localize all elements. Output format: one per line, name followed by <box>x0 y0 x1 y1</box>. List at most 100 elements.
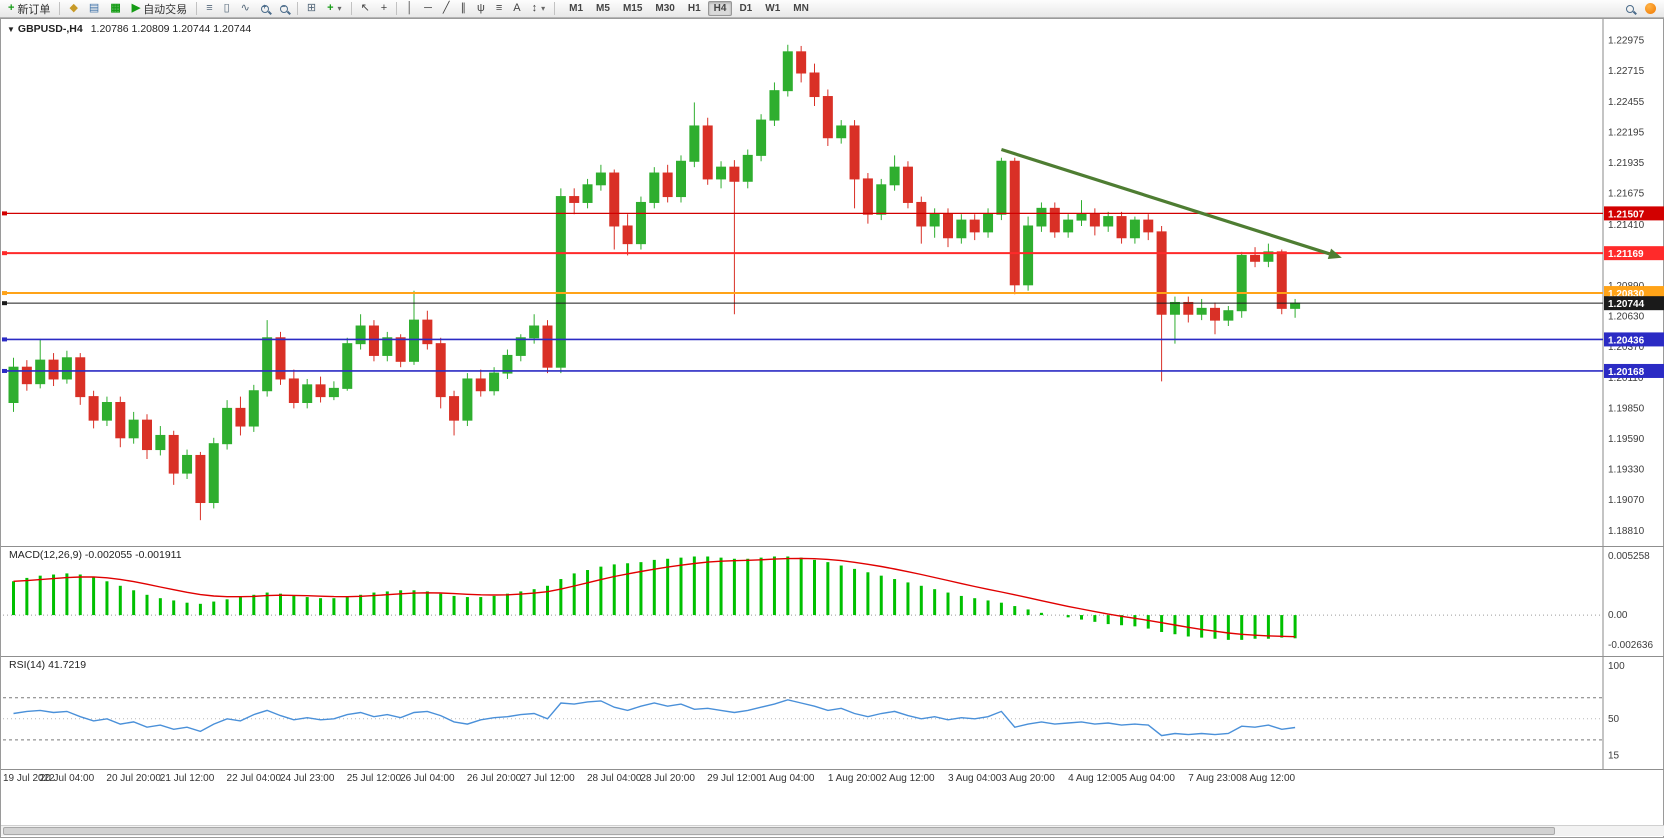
search-icon <box>1626 4 1634 13</box>
macd-panel-canvas[interactable]: 0.005258 0.00 -0.002636 <box>1 546 1664 656</box>
hline-left-marker <box>2 211 7 216</box>
trendline-button[interactable]: ╱ <box>438 1 455 17</box>
zoom-in-icon: + <box>260 4 269 13</box>
candle-body <box>302 384 313 403</box>
channel-button[interactable]: ∥ <box>456 1 472 17</box>
time-axis-label: 1 Aug 04:00 <box>761 773 815 784</box>
candle-body <box>956 219 967 239</box>
channel-icon: ∥ <box>460 2 467 14</box>
candle-body <box>1036 207 1047 227</box>
timeframe-h4[interactable]: H4 <box>707 1 733 16</box>
horizontal-scrollbar[interactable] <box>1 825 1664 836</box>
price-badge-label: 1.20168 <box>1608 367 1645 378</box>
time-axis: 19 Jul 2022 20 Jul 04:00 20 Jul 20:00 21 Ju… <box>1 769 1664 787</box>
fibonacci-button[interactable]: ≡ <box>491 1 507 17</box>
timeframe-m5[interactable]: M5 <box>596 3 610 14</box>
timeframe-m15[interactable]: M15 <box>622 3 643 14</box>
pitchfork-button[interactable]: ψ <box>472 1 490 17</box>
candle-body <box>395 337 406 362</box>
candle-body <box>182 454 193 474</box>
candle-body <box>1290 302 1301 309</box>
new-order-button[interactable]: + 新订单 <box>3 1 55 17</box>
candle-body <box>1049 207 1060 233</box>
timeframe-d1[interactable]: D1 <box>739 3 753 14</box>
bar-chart-button[interactable]: ≡ <box>201 1 217 17</box>
candle-body <box>1196 307 1207 315</box>
candle-body <box>609 172 620 227</box>
candle-body <box>155 434 166 451</box>
time-axis-label: 19 Jul 2022 <box>3 773 55 784</box>
crosshair-button[interactable]: + <box>376 1 392 17</box>
hline-left-marker <box>2 291 7 296</box>
candle-body <box>35 359 46 385</box>
price-axis-label: 1.22715 <box>1608 66 1645 77</box>
timeframe-m30[interactable]: M30 <box>655 3 675 14</box>
navigator-button[interactable]: ▤ <box>84 1 104 17</box>
vertical-line-button[interactable]: │ <box>401 1 418 17</box>
price-axis-label: 1.22195 <box>1608 127 1645 138</box>
time-axis-label: 8 Aug 12:00 <box>1241 773 1296 784</box>
candle-body <box>262 337 273 392</box>
autotrading-button[interactable]: ▶ 自动交易 <box>127 1 192 17</box>
price-axis-label: 1.21935 <box>1608 158 1645 169</box>
terminal-button[interactable]: ▦ <box>105 1 125 17</box>
candle-body <box>409 319 419 362</box>
bar-chart-icon: ≡ <box>206 2 213 14</box>
community-button[interactable] <box>1640 1 1661 17</box>
candlestick-chart-button[interactable]: ▯ <box>219 1 235 17</box>
candle-body <box>662 172 673 198</box>
rsi-panel-canvas[interactable]: 100 50 15 <box>1 656 1664 769</box>
candle-body <box>1063 219 1074 233</box>
candle-body <box>676 160 686 198</box>
time-axis-label: 24 Jul 23:00 <box>279 773 335 784</box>
candle-body <box>969 219 980 233</box>
candle-body <box>75 357 86 398</box>
candle-body <box>475 378 486 392</box>
candle-body <box>943 213 953 239</box>
horizontal-line-button[interactable]: ─ <box>419 1 437 17</box>
rsi-axis-label: 100 <box>1608 661 1625 672</box>
candle-body <box>529 325 540 339</box>
market-watch-icon: ◆ <box>69 2 78 14</box>
chart-window[interactable]: 1.22975 1.22715 1.22455 1.22195 1.21935 1.216… <box>0 18 1664 838</box>
candle-body <box>1076 213 1087 221</box>
cursor-icon: ↖ <box>360 2 370 14</box>
text-tool-icon: A <box>513 2 521 14</box>
zoom-in-button[interactable]: + <box>256 1 274 17</box>
cursor-button[interactable]: ↖ <box>356 1 375 17</box>
zoom-out-button[interactable]: − <box>275 1 293 17</box>
indicators-button[interactable]: + ▾ <box>322 1 346 17</box>
candle-body <box>235 407 246 427</box>
price-badge-label: 1.20830 <box>1608 289 1645 300</box>
timeframe-mn[interactable]: MN <box>793 3 809 14</box>
candle-body <box>782 51 793 92</box>
pitchfork-icon: ψ <box>477 2 485 14</box>
price-badge-label: 1.20436 <box>1608 335 1645 346</box>
dropdown-caret: ▾ <box>337 4 342 13</box>
trend-arrow-line[interactable] <box>1000 147 1330 256</box>
chart-menu-icon[interactable]: ▼ <box>7 25 15 34</box>
price-chart-canvas[interactable]: 1.22975 1.22715 1.22455 1.22195 1.21935 1.216… <box>1 19 1664 546</box>
macd-axis-label: -0.002636 <box>1608 640 1653 651</box>
scrollbar-thumb[interactable] <box>3 827 1555 835</box>
price-axis-label: 1.18810 <box>1608 526 1645 537</box>
price-axis-label: 1.19330 <box>1608 465 1645 476</box>
candle-body <box>88 396 99 421</box>
toolbar-separator <box>554 2 556 15</box>
price-axis-label: 1.21675 <box>1608 189 1645 200</box>
price-badge <box>1604 206 1664 221</box>
search-button[interactable] <box>1621 1 1639 17</box>
line-chart-button[interactable]: ∿ <box>236 1 255 17</box>
arrows-tool-button[interactable]: ↕ ▾ <box>527 1 551 17</box>
timeframe-h1[interactable]: H1 <box>687 3 701 14</box>
timeframe-m1[interactable]: M1 <box>569 3 584 14</box>
text-tool-button[interactable]: A <box>508 1 525 17</box>
candle-body <box>542 325 553 368</box>
rsi-axis-label: 50 <box>1608 714 1620 725</box>
tile-windows-button[interactable]: ⊞ <box>302 1 321 17</box>
candle-body <box>716 166 727 180</box>
timeframe-w1[interactable]: W1 <box>765 3 781 14</box>
time-axis-label: 26 Jul 20:00 <box>466 773 522 784</box>
candle-body <box>822 96 833 139</box>
market-watch-button[interactable]: ◆ <box>64 1 82 17</box>
